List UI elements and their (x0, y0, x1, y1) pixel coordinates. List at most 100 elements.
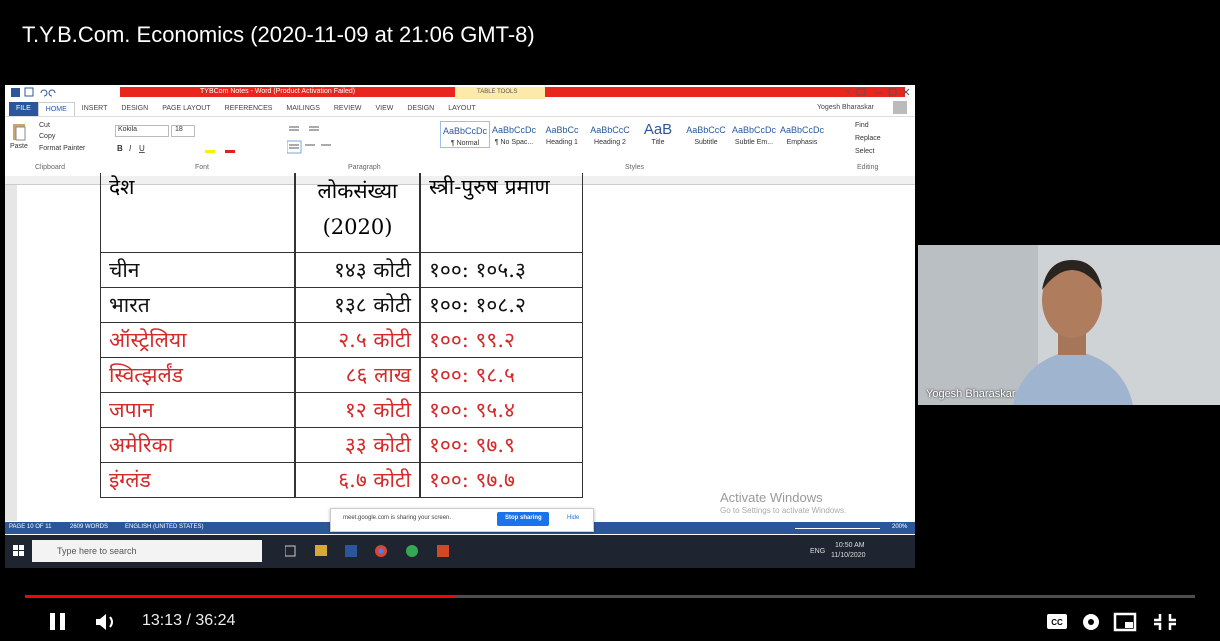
share-message: meet.google.com is sharing your screen. (343, 515, 451, 521)
table-cell: १००: ९८.५ (420, 357, 583, 393)
table-cell: ऑस्ट्रेलिया (100, 322, 295, 358)
group-label: Editing (857, 164, 878, 171)
style-preview: AaBbCcC (586, 121, 634, 139)
copy[interactable]: Copy (39, 133, 55, 140)
style-name: ¶ No Spac... (490, 139, 538, 146)
format-painter[interactable]: Format Painter (39, 145, 85, 152)
window-controls[interactable]: ? (845, 87, 913, 98)
table-cell: इंग्लंड (100, 462, 295, 498)
paste[interactable]: Paste (10, 143, 28, 150)
header-cell: लोकसंख्या(2020) (295, 173, 420, 253)
table-cell: स्वित्झर्लंड (100, 357, 295, 393)
replace[interactable]: Replace (855, 135, 881, 142)
ribbon-tab[interactable]: DESIGN (400, 102, 441, 117)
player-settings[interactable]: CC (1045, 610, 1195, 634)
table-cell: १००: ९५.४ (420, 392, 583, 428)
table-cell: अमेरिका (100, 427, 295, 463)
start-button[interactable] (13, 545, 25, 557)
style-name: Subtle Em... (730, 139, 778, 146)
style-name: Subtitle (682, 139, 730, 146)
ribbon-tab[interactable]: PAGE LAYOUT (155, 102, 217, 117)
user-name: Yogesh Bharaskar (817, 104, 874, 111)
group-label: Font (195, 164, 209, 171)
table-cell: चीन (100, 252, 295, 288)
find[interactable]: Find (855, 122, 869, 129)
video-player-page: {"title": "T.Y.B.Com. Economics (2020-11… (0, 0, 1220, 641)
participant-name: Yogesh Bharaskar (926, 388, 1016, 400)
table-cell: १२ कोटी (295, 392, 420, 428)
style-preview: AaB (634, 121, 682, 139)
style-preview: AaBbCcDc (730, 121, 778, 139)
group-label: Clipboard (35, 164, 65, 171)
stop-sharing[interactable]: Stop sharing (505, 515, 542, 521)
svg-text:CC: CC (1051, 618, 1063, 627)
user-avatar (893, 101, 907, 114)
zoom: 200% (892, 524, 907, 530)
search-placeholder: Type here to search (57, 546, 137, 556)
cut[interactable]: Cut (39, 122, 50, 129)
data-table: देशलोकसंख्या(2020)स्त्री-पुरुष प्रमाणचीन… (95, 183, 595, 523)
style-preview: AaBbCcDc (490, 121, 538, 139)
time-display: 13:13 / 36:24 (142, 612, 235, 630)
style-item[interactable]: AaBbCcDc¶ No Spac... (490, 121, 538, 148)
activation-watermark: Activate Windows (720, 490, 823, 505)
table-cell: १३८ कोटी (295, 287, 420, 323)
paste-icon[interactable] (11, 122, 27, 142)
ribbon-tab[interactable]: LAYOUT (441, 102, 483, 117)
word-count: 2609 WORDS (70, 524, 108, 530)
table-cell: १००: ९९.२ (420, 322, 583, 358)
header-cell: देश (100, 173, 295, 253)
progress-played (25, 595, 455, 598)
ribbon-tab[interactable]: REVIEW (327, 102, 369, 117)
group-label: Paragraph (348, 164, 381, 171)
ribbon-tab[interactable]: VIEW (368, 102, 400, 117)
page-count: PAGE 10 OF 11 (9, 524, 51, 530)
style-name: Emphasis (778, 139, 826, 146)
quick-access (11, 87, 111, 98)
table-cell: १४३ कोटी (295, 252, 420, 288)
ribbon-tab[interactable]: DESIGN (114, 102, 155, 117)
table-cell: १००: १०५.३ (420, 252, 583, 288)
style-preview: AaBbCcDc (441, 122, 489, 140)
ribbon-tab[interactable]: FILE (9, 102, 38, 117)
group-label: Styles (625, 164, 644, 171)
style-item[interactable]: AaBbCcDc¶ Normal (440, 121, 490, 148)
ribbon-tab[interactable]: MAILINGS (279, 102, 326, 117)
select[interactable]: Select (855, 148, 874, 155)
font-name: Kokila (118, 126, 137, 133)
style-preview: AaBbCcDc (778, 121, 826, 139)
header-text: लोकसंख्या (304, 173, 411, 209)
taskbar-apps[interactable] (285, 542, 465, 560)
doc-title: TYBCom Notes - Word (Product Activation … (200, 88, 355, 95)
table-cell: १००: ९७.७ (420, 462, 583, 498)
playback-controls[interactable] (48, 611, 128, 633)
clock-date: 11/10/2020 (831, 552, 866, 559)
paragraph-buttons[interactable] (287, 123, 437, 157)
ribbon-tab[interactable]: INSERT (75, 102, 115, 117)
svg-text:U: U (139, 144, 145, 153)
ribbon-tab[interactable]: HOME (38, 102, 75, 117)
language: ENGLISH (UNITED STATES) (125, 524, 203, 530)
ribbon-tab[interactable]: REFERENCES (218, 102, 280, 117)
table-cell: जपान (100, 392, 295, 428)
activation-watermark: Go to Settings to activate Windows. (720, 506, 846, 515)
participant-video (918, 245, 1220, 405)
style-name: Heading 1 (538, 139, 586, 146)
input-language: ENG (810, 548, 825, 555)
svg-text:B: B (117, 144, 123, 153)
hide-button[interactable]: Hide (567, 515, 579, 521)
font-size: 18 (175, 126, 183, 133)
table-cell: २.५ कोटी (295, 322, 420, 358)
table-cell: ६.७ कोटी (295, 462, 420, 498)
word-window: TYBCom Notes - Word (Product Activation … (5, 85, 915, 568)
zoom-slider[interactable] (795, 528, 880, 529)
